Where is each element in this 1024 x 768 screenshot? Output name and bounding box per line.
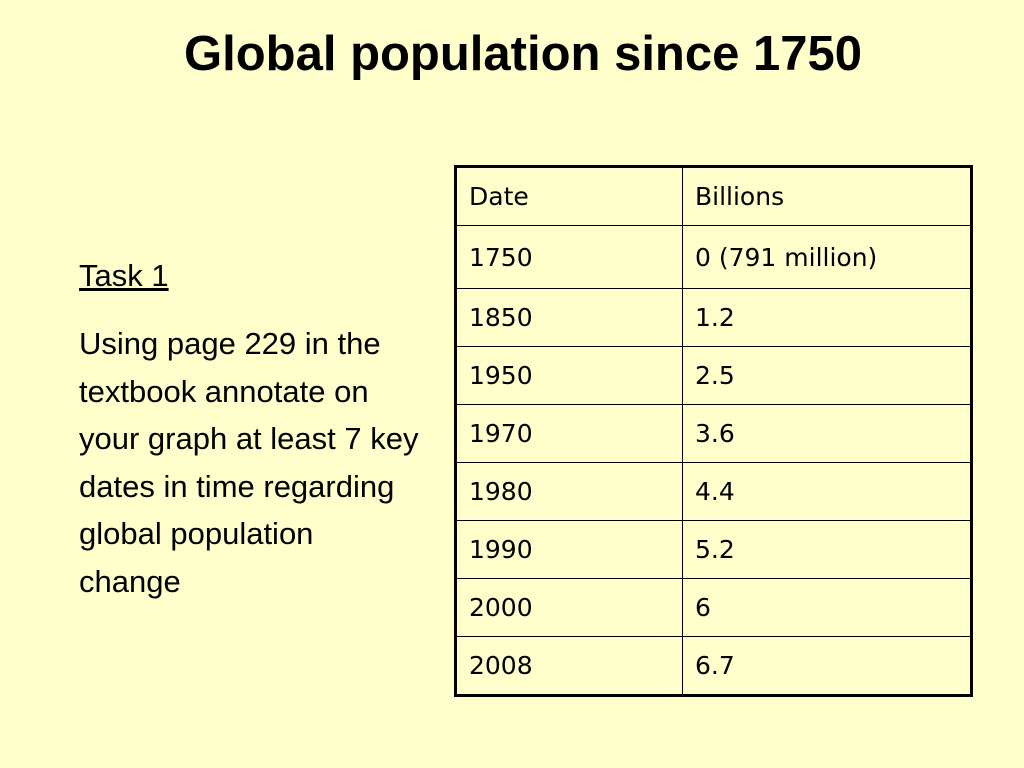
table-row: 1750 0 (791 million) bbox=[455, 225, 972, 289]
table-row: 1990 5.2 bbox=[455, 520, 972, 579]
task-heading: Task 1 bbox=[79, 258, 169, 293]
table-row: 2000 6 bbox=[455, 578, 972, 637]
billions-cell: 6 bbox=[682, 578, 972, 637]
billions-cell: 2.5 bbox=[682, 346, 972, 405]
table-row: 1970 3.6 bbox=[455, 404, 972, 463]
table-row: 1950 2.5 bbox=[455, 346, 972, 405]
billions-cell: 0 (791 million) bbox=[682, 225, 972, 289]
table-row: 2008 6.7 bbox=[455, 636, 972, 696]
date-cell: 2000 bbox=[455, 578, 683, 637]
date-cell: 2008 bbox=[455, 636, 683, 696]
date-cell: 1850 bbox=[455, 288, 683, 347]
task-panel: Task 1 Using page 229 in the textbook an… bbox=[79, 254, 419, 605]
table-row: 1850 1.2 bbox=[455, 288, 972, 347]
page-title: Global population since 1750 bbox=[184, 27, 862, 81]
billions-cell: 4.4 bbox=[682, 462, 972, 521]
billions-cell: 3.6 bbox=[682, 404, 972, 463]
table-header-row: Date Billions bbox=[455, 166, 972, 226]
billions-cell: 6.7 bbox=[682, 636, 972, 696]
table-row: 1980 4.4 bbox=[455, 462, 972, 521]
date-cell: 1980 bbox=[455, 462, 683, 521]
header-date: Date bbox=[455, 166, 683, 226]
date-cell: 1750 bbox=[455, 225, 683, 289]
task-instructions: Using page 229 in the textbook annotate … bbox=[79, 326, 419, 599]
date-cell: 1970 bbox=[455, 404, 683, 463]
billions-cell: 1.2 bbox=[682, 288, 972, 347]
billions-cell: 5.2 bbox=[682, 520, 972, 579]
date-cell: 1990 bbox=[455, 520, 683, 579]
header-billions: Billions bbox=[682, 166, 972, 226]
date-cell: 1950 bbox=[455, 346, 683, 405]
population-table: Date Billions 1750 0 (791 million) 1850 … bbox=[454, 165, 973, 697]
